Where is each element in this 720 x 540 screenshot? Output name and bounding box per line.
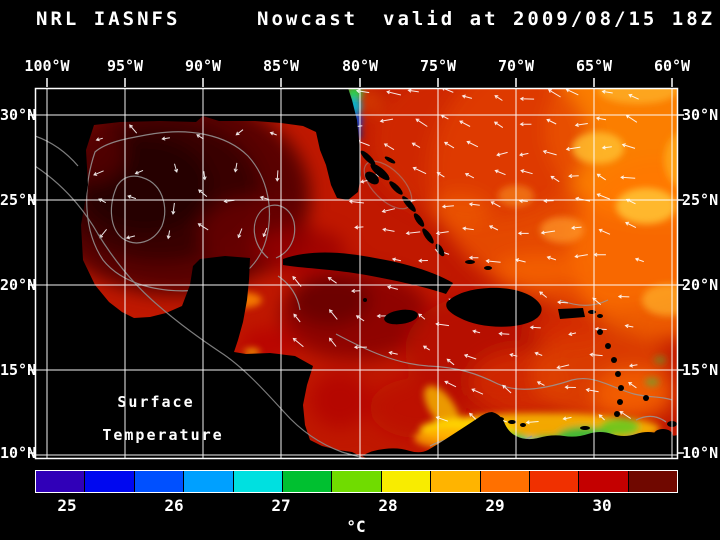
colorbar-unit-label: °C xyxy=(346,517,366,536)
lat-tick-label: 15°N xyxy=(0,361,37,379)
colorbar-segment xyxy=(233,471,282,492)
colorbar-tick-label: 28 xyxy=(378,496,398,515)
lat-tick-label: 25°N xyxy=(0,191,37,209)
caption-temperature: Temperature xyxy=(102,426,224,444)
colorbar xyxy=(35,470,678,493)
valid-time-label: valid at 2009/08/15 18Z xyxy=(383,8,716,30)
lon-tick-label: 70°W xyxy=(497,57,535,75)
colorbar-segment xyxy=(332,471,381,492)
lon-tick-label: 65°W xyxy=(575,57,613,75)
colorbar-segment xyxy=(480,471,529,492)
caption-surface: Surface xyxy=(117,393,195,411)
lon-tick-label: 95°W xyxy=(106,57,144,75)
lon-tick-label: 80°W xyxy=(341,57,379,75)
colorbar-segment xyxy=(381,471,431,492)
lat-tick-label: 10°N xyxy=(682,444,719,462)
land-mask xyxy=(35,88,678,459)
colorbar-segment xyxy=(282,471,332,492)
colorbar-segment xyxy=(529,471,579,492)
graticule-grid xyxy=(35,88,678,459)
colorbar-segment xyxy=(579,471,628,492)
land-coastline-contours xyxy=(35,135,367,459)
lat-tick-label: 20°N xyxy=(0,276,37,294)
axis-ticks xyxy=(29,78,684,454)
lat-tick-label: 25°N xyxy=(682,191,719,209)
colorbar-segment xyxy=(134,471,184,492)
colorbar-tick-label: 29 xyxy=(485,496,505,515)
lon-tick-label: 85°W xyxy=(262,57,300,75)
lon-tick-label: 75°W xyxy=(419,57,457,75)
colorbar-segment xyxy=(628,471,678,492)
colorbar-segment xyxy=(85,471,134,492)
lat-tick-label: 20°N xyxy=(682,276,719,294)
lat-tick-label: 30°N xyxy=(682,106,719,124)
lon-tick-label: 100°W xyxy=(24,57,70,75)
colorbar-tick-label: 27 xyxy=(271,496,291,515)
model-title: NRL IASNFS xyxy=(36,8,181,30)
lon-tick-label: 90°W xyxy=(184,57,222,75)
lat-tick-label: 30°N xyxy=(0,106,37,124)
colorbar-tick-label: 25 xyxy=(57,496,77,515)
lon-tick-label: 60°W xyxy=(653,57,691,75)
colorbar-tick-label: 26 xyxy=(164,496,184,515)
colorbar-segment xyxy=(36,471,85,492)
product-title: Nowcast xyxy=(257,8,359,30)
lat-tick-label: 15°N xyxy=(682,361,719,379)
colorbar-tick-label: 30 xyxy=(592,496,612,515)
colorbar-segment xyxy=(431,471,480,492)
map-frame xyxy=(34,87,679,460)
colorbar-segment xyxy=(184,471,233,492)
lat-tick-label: 10°N xyxy=(0,444,37,462)
